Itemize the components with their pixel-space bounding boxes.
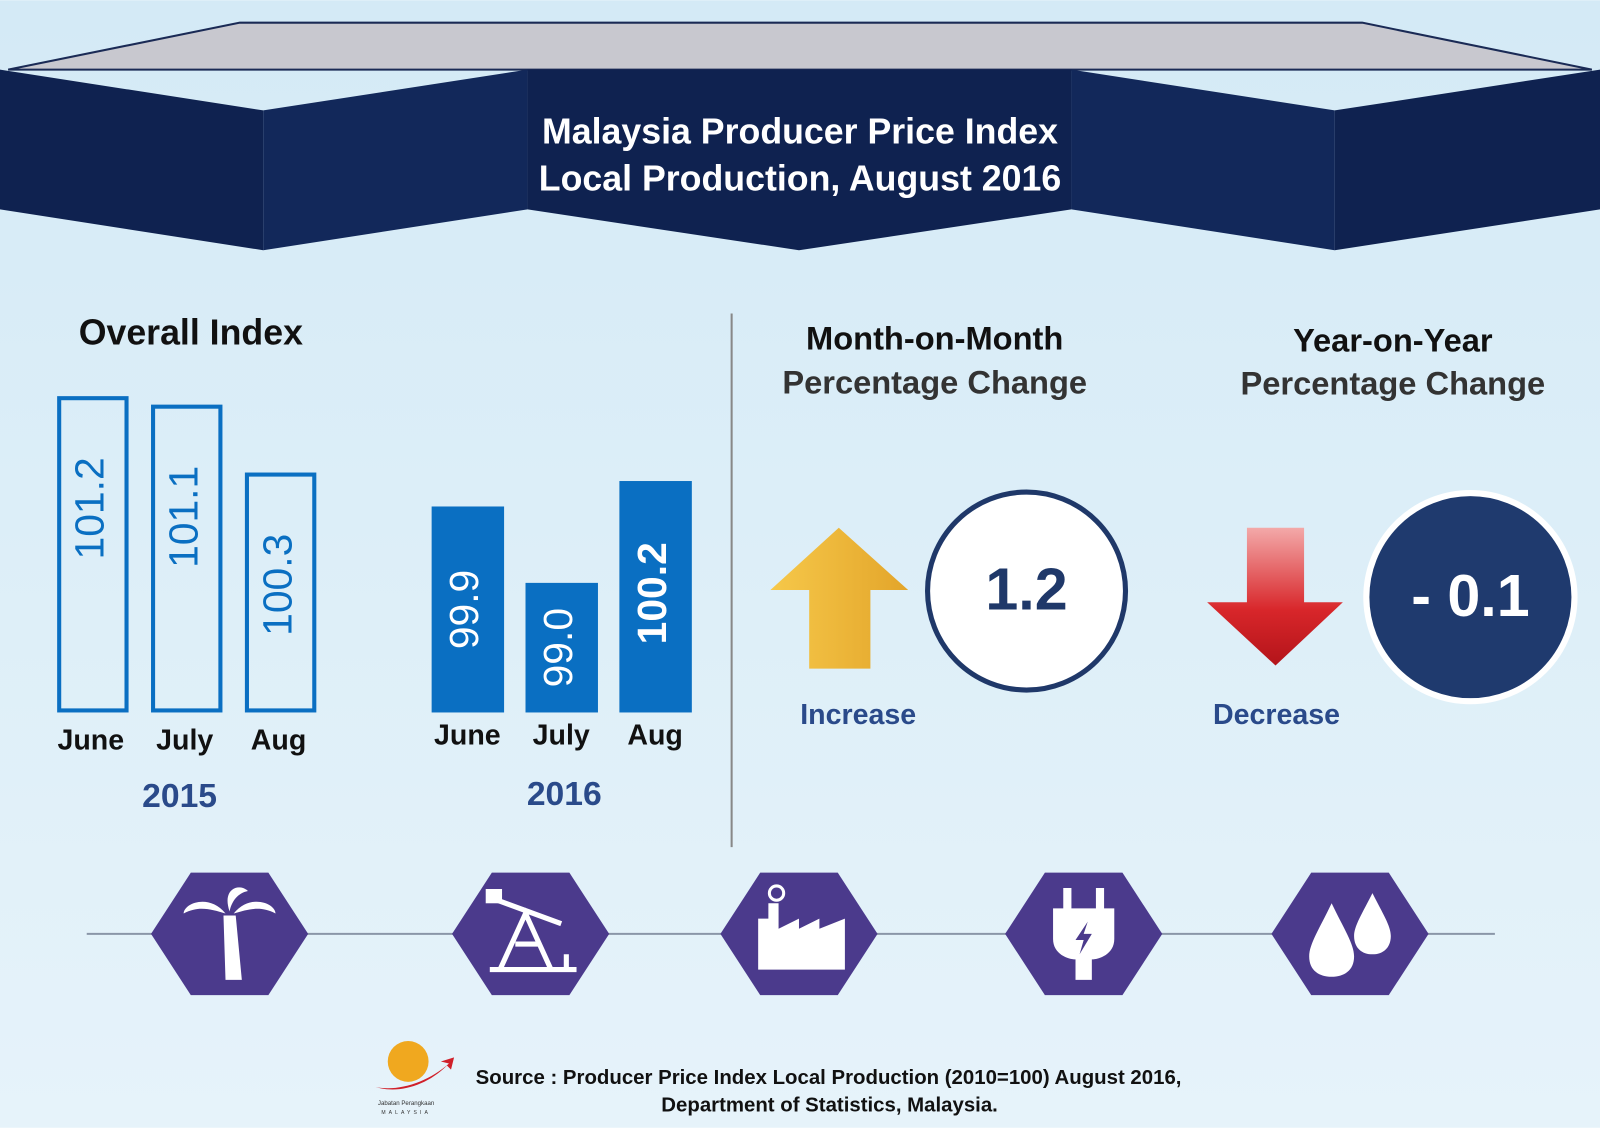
category-label: July <box>533 720 590 752</box>
banner-panel <box>527 69 1072 251</box>
category-label: June <box>434 720 501 752</box>
banner-panel <box>0 69 264 251</box>
bar <box>244 472 317 713</box>
direction-label: Increase <box>800 699 916 731</box>
icon-factory <box>720 872 878 996</box>
bar-value-label: 100.3 <box>254 534 300 636</box>
bar-value-label: 101.2 <box>67 457 113 559</box>
bar-value-label: 99.9 <box>441 570 487 649</box>
bar <box>431 506 505 713</box>
category-label: Aug <box>627 720 683 752</box>
banner-top <box>7 21 1593 71</box>
bar <box>525 582 598 713</box>
section-subtitle: Percentage Change <box>1240 365 1545 402</box>
section-title: Overall Index <box>79 312 303 352</box>
bar <box>619 481 692 713</box>
category-label: Aug <box>251 725 307 757</box>
section-subtitle: Percentage Change <box>782 364 1087 401</box>
source-line: Source : Producer Price Index Local Prod… <box>476 1067 1182 1089</box>
category-label: June <box>57 725 124 757</box>
logo: Jabatan Perangkaan MALAYSIA <box>375 1041 455 1116</box>
value-label: 1.2 <box>985 556 1067 623</box>
direction-label: Decrease <box>1213 699 1340 731</box>
icon-palm <box>151 872 309 996</box>
banner-panel <box>1071 69 1335 251</box>
title-line: Local Production, August 2016 <box>539 158 1061 198</box>
down-arrow <box>1207 527 1343 666</box>
up-arrow <box>770 527 909 669</box>
logo-country: MALAYSIA <box>381 1110 431 1116</box>
bar-value-label: 99.0 <box>535 608 581 687</box>
bar <box>57 396 129 713</box>
section-title: Year-on-Year <box>1293 322 1493 359</box>
banner-panel <box>1334 69 1600 251</box>
value-circle <box>925 489 1129 693</box>
title-line: Malaysia Producer Price Index <box>542 111 1058 151</box>
value-circle <box>1363 490 1578 705</box>
banner-panel <box>263 69 528 251</box>
section-title: Month-on-Month <box>806 320 1063 357</box>
bar <box>151 404 223 713</box>
bar-value-label: 100.2 <box>629 542 675 644</box>
icon-drops <box>1271 872 1429 996</box>
logo-name: Jabatan Perangkaan <box>378 1100 434 1107</box>
bar-value-label: 101.1 <box>161 466 207 568</box>
icon-power <box>1005 872 1163 996</box>
year-label: 2015 <box>142 778 217 815</box>
source-line: Department of Statistics, Malaysia. <box>661 1095 998 1117</box>
value-label: - 0.1 <box>1411 562 1529 629</box>
category-label: July <box>156 725 213 757</box>
year-label: 2016 <box>527 776 602 813</box>
icon-oil-pump <box>452 872 610 996</box>
